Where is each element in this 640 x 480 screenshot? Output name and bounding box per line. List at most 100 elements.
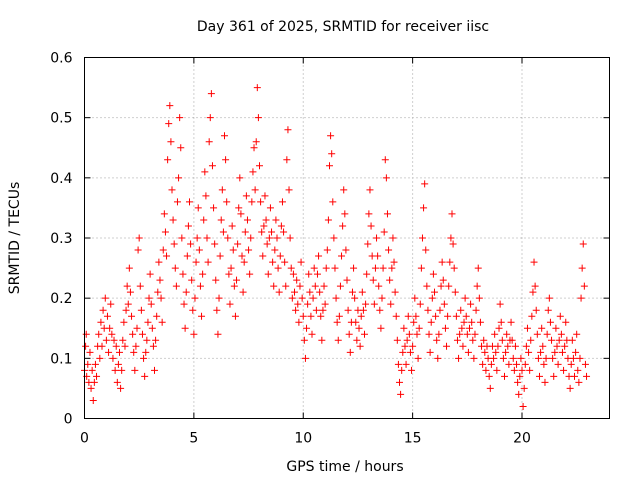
data-point xyxy=(176,114,184,122)
data-point xyxy=(444,312,452,320)
data-point xyxy=(492,348,500,356)
data-point xyxy=(130,348,138,356)
data-point xyxy=(164,156,172,164)
data-point xyxy=(99,306,107,314)
data-point xyxy=(148,324,156,332)
data-point xyxy=(422,246,430,254)
data-point xyxy=(467,300,475,308)
data-point xyxy=(501,372,508,380)
data-point xyxy=(192,258,200,266)
x-tick-label: 0 xyxy=(80,431,89,447)
data-point xyxy=(449,240,457,248)
data-point xyxy=(203,234,211,242)
data-point xyxy=(241,228,249,236)
data-point xyxy=(544,306,552,314)
data-point xyxy=(156,276,164,284)
data-point xyxy=(207,90,215,98)
data-point xyxy=(518,366,526,374)
data-point xyxy=(82,330,90,338)
data-point xyxy=(520,384,528,392)
data-point xyxy=(370,300,378,308)
x-tick-label: 15 xyxy=(404,431,422,447)
data-point xyxy=(221,132,228,140)
data-point xyxy=(382,174,390,182)
data-point xyxy=(186,198,193,206)
data-point xyxy=(230,282,238,290)
data-point xyxy=(242,192,250,200)
data-point xyxy=(165,120,173,128)
data-point xyxy=(496,300,504,308)
data-point xyxy=(212,276,220,284)
data-point xyxy=(363,270,371,278)
data-point xyxy=(371,264,379,272)
data-point xyxy=(389,234,397,242)
data-point xyxy=(250,144,258,152)
data-point xyxy=(532,306,540,314)
data-point xyxy=(253,84,261,92)
data-point xyxy=(166,102,174,110)
data-point xyxy=(304,300,312,308)
data-point xyxy=(292,306,300,314)
data-point xyxy=(529,288,537,296)
data-point xyxy=(551,348,559,356)
data-point xyxy=(151,366,158,374)
data-point xyxy=(286,234,294,242)
data-point xyxy=(87,384,95,392)
data-points xyxy=(81,84,591,410)
y-axis-label: SRMTID / TECUs xyxy=(7,182,23,295)
data-point xyxy=(317,312,325,320)
data-point xyxy=(248,198,256,206)
data-point xyxy=(330,234,338,242)
data-point xyxy=(108,330,116,338)
data-point xyxy=(118,366,126,374)
data-point xyxy=(530,258,538,266)
data-point xyxy=(222,156,230,164)
data-point xyxy=(144,318,152,326)
data-point xyxy=(528,312,536,320)
data-point xyxy=(361,330,368,338)
data-point xyxy=(240,258,248,266)
data-point xyxy=(153,312,161,320)
data-point xyxy=(328,150,336,158)
data-point xyxy=(533,330,541,338)
data-point xyxy=(424,306,432,314)
data-point xyxy=(137,306,145,314)
data-point xyxy=(458,324,466,332)
data-point xyxy=(398,366,406,374)
data-point xyxy=(510,366,518,374)
data-point xyxy=(567,360,575,368)
data-point xyxy=(522,342,530,350)
data-point xyxy=(420,204,428,212)
data-point xyxy=(142,348,150,356)
data-point xyxy=(409,342,417,350)
data-point xyxy=(238,252,246,260)
data-point xyxy=(251,186,259,194)
data-point xyxy=(472,306,480,314)
data-point xyxy=(504,342,512,350)
data-point xyxy=(217,216,225,224)
data-point xyxy=(341,210,349,218)
data-point xyxy=(265,234,273,242)
data-point xyxy=(487,360,495,368)
data-point xyxy=(481,348,489,356)
data-point xyxy=(562,318,570,326)
data-point xyxy=(134,246,142,254)
data-point xyxy=(497,318,505,326)
data-point xyxy=(469,336,477,344)
data-point xyxy=(122,306,130,314)
data-point xyxy=(521,360,529,368)
data-point xyxy=(243,216,251,224)
data-point xyxy=(447,234,455,242)
data-point xyxy=(190,330,198,338)
data-point xyxy=(450,264,458,272)
data-point xyxy=(397,390,405,398)
data-point xyxy=(140,354,148,362)
data-point xyxy=(214,330,222,338)
data-point xyxy=(369,276,377,284)
data-point xyxy=(135,234,143,242)
data-point xyxy=(452,312,460,320)
data-point xyxy=(136,282,144,290)
y-tick-label: 0.5 xyxy=(50,111,72,127)
data-point xyxy=(110,336,118,344)
data-point xyxy=(277,222,285,230)
